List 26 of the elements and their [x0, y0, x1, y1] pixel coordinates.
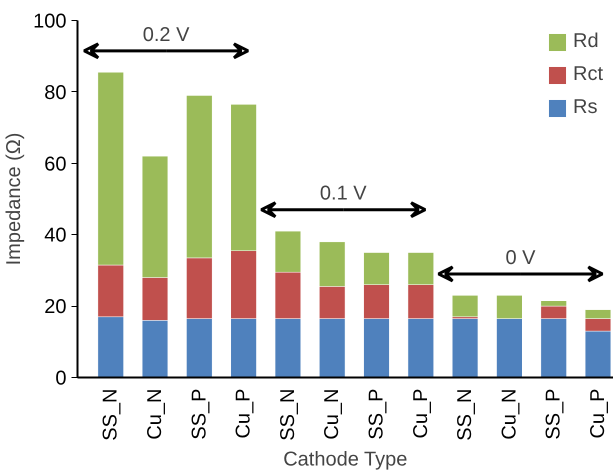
- y-tick-label: 80: [44, 82, 67, 104]
- x-tick-label: Cu_N: [144, 388, 166, 440]
- annotation: 0.1 V: [320, 182, 368, 205]
- annotation: 0 V: [505, 246, 536, 269]
- y-tick-label: 40: [44, 224, 67, 247]
- x-tick-label: SS_N: [100, 388, 122, 441]
- y-tick-label: 0: [55, 368, 66, 390]
- x-tick-label: SS_N: [276, 388, 299, 441]
- legend-label: Rct: [573, 63, 603, 86]
- x-tick-label: Cu_P: [232, 388, 255, 439]
- y-tick-label: 100: [33, 10, 67, 32]
- x-tick-label: SS_N: [454, 388, 476, 441]
- x-tick-label: Cu_N: [321, 388, 344, 440]
- y-tick-label: 20: [44, 296, 67, 318]
- legend-label: Rs: [573, 96, 598, 119]
- x-tick-label: Cu_P: [410, 388, 432, 439]
- annotation: 0.2 V: [142, 24, 190, 46]
- x-tick-label: Cu_N: [498, 388, 520, 440]
- x-axis-title: Cathode Type: [283, 448, 408, 471]
- x-tick-label: SS_P: [366, 388, 388, 440]
- x-tick-label: SS_P: [188, 388, 210, 440]
- x-tick-label: SS_P: [542, 388, 565, 440]
- x-tick-label: Cu_P: [586, 388, 609, 439]
- legend-label: Rd: [573, 30, 599, 53]
- y-axis-title: Impedance (Ω): [3, 132, 26, 266]
- y-tick-label: 60: [44, 153, 67, 176]
